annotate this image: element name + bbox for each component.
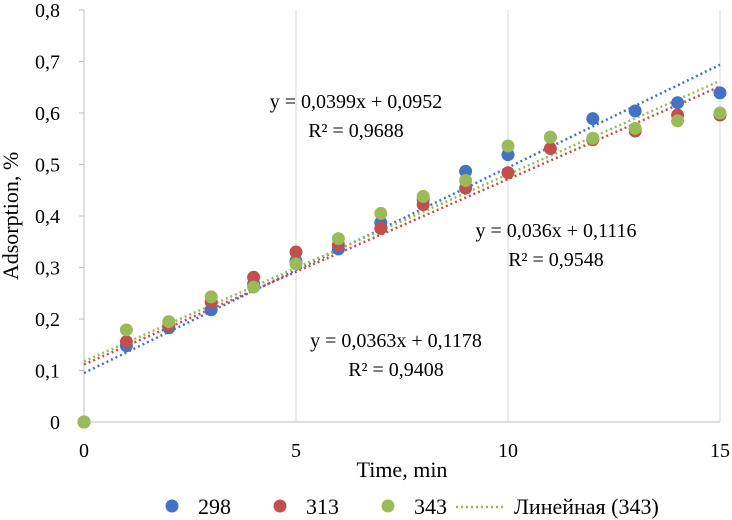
point-313 xyxy=(374,221,388,235)
point-298 xyxy=(459,164,473,178)
point-343 xyxy=(416,189,430,203)
trendline-313-r2: R² = 0,9548 xyxy=(508,249,604,271)
grid-lines xyxy=(295,10,721,422)
trendline-313 xyxy=(83,85,721,366)
point-313 xyxy=(119,335,133,349)
point-343 xyxy=(543,130,557,144)
point-343 xyxy=(247,280,261,294)
legend-marker-298 xyxy=(165,499,179,513)
y-tick-label: 0,4 xyxy=(35,206,60,228)
y-tick-label: 0,1 xyxy=(35,361,60,383)
point-298 xyxy=(628,104,642,118)
legend: 298 313 343 Линейная (343) xyxy=(165,494,659,519)
point-343 xyxy=(713,106,727,120)
legend-marker-343 xyxy=(381,499,395,513)
point-343 xyxy=(289,257,303,271)
legend-marker-313 xyxy=(273,499,287,513)
trendline-313-equation: y = 0,036x + 0,1116 xyxy=(475,220,636,242)
point-313 xyxy=(501,166,515,180)
x-tick-label: 0 xyxy=(79,440,89,462)
trendline-298-r2: R² = 0,9688 xyxy=(308,120,404,142)
y-tick-label: 0 xyxy=(50,412,60,434)
y-tick-label: 0,2 xyxy=(35,309,60,331)
point-343 xyxy=(628,121,642,135)
point-313 xyxy=(289,245,303,259)
point-343 xyxy=(374,206,388,220)
y-tick-label: 0,6 xyxy=(35,103,60,125)
legend-label-linear-343: Линейная (343) xyxy=(514,494,659,519)
point-298 xyxy=(671,96,685,110)
x-tick-labels: 0 5 10 15 xyxy=(79,440,730,462)
trendlines xyxy=(83,63,721,375)
point-343 xyxy=(501,139,515,153)
y-tick-label: 0,3 xyxy=(35,258,60,280)
data-points xyxy=(77,86,727,429)
y-tick-label: 0,5 xyxy=(35,155,60,177)
legend-label-313: 313 xyxy=(306,494,339,519)
point-343 xyxy=(459,173,473,187)
trendline-343-equation: y = 0,0363x + 0,1178 xyxy=(310,330,482,352)
point-343 xyxy=(119,323,133,337)
legend-label-298: 298 xyxy=(198,494,231,519)
x-tick-label: 10 xyxy=(498,440,518,462)
point-298 xyxy=(586,112,600,126)
point-343 xyxy=(586,131,600,145)
legend-label-343: 343 xyxy=(414,494,447,519)
x-tick-label: 5 xyxy=(291,440,301,462)
trendline-298-equation: y = 0,0399x + 0,0952 xyxy=(270,91,443,113)
y-tick-label: 0,7 xyxy=(35,52,60,74)
trendline-343 xyxy=(83,79,721,363)
point-343 xyxy=(77,415,91,429)
point-343 xyxy=(204,290,218,304)
trendline-343-r2: R² = 0,9408 xyxy=(348,359,444,381)
x-axis-title: Time, min xyxy=(357,457,448,482)
point-313 xyxy=(247,270,261,284)
point-298 xyxy=(713,86,727,100)
point-343 xyxy=(162,315,176,329)
y-tick-label: 0,8 xyxy=(35,0,60,22)
point-343 xyxy=(331,232,345,246)
y-tick-labels: 0 0,1 0,2 0,3 0,4 0,5 0,6 0,7 0,8 xyxy=(35,0,60,434)
y-axis-title: Adsorption, % xyxy=(0,152,23,280)
x-tick-label: 15 xyxy=(710,440,730,462)
point-343 xyxy=(671,114,685,128)
point-313 xyxy=(543,142,557,156)
